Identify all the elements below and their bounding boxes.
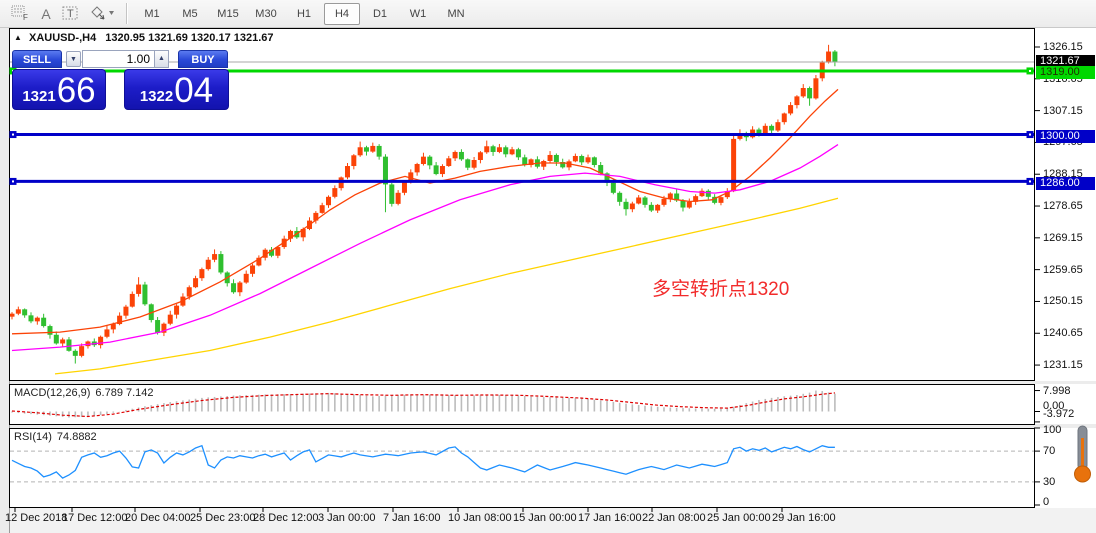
blue-level-badge-1300: 1300.00 [1036,130,1095,143]
time-axis-label: 10 Jan 08:00 [448,512,512,524]
timeframe-button-m15[interactable]: M15 [217,8,239,20]
time-axis-label: 25 Jan 00:00 [707,512,771,524]
macd-values: 6.789 7.142 [95,387,154,399]
macd-label: MACD(12,26,9) [14,387,91,399]
timeframe-button-w1[interactable]: W1 [409,8,427,20]
time-axis-label: 29 Jan 16:00 [772,512,836,524]
time-axis-label: 20 Dec 04:00 [125,512,191,524]
ma-fast-line[interactable] [11,88,839,335]
timeframe-button-d1[interactable]: D1 [372,8,388,20]
rsi-value: 74.8882 [56,431,97,443]
macd-histogram [11,390,836,418]
sell-price-small: 1321 [22,88,56,105]
price-axis-label: 1278.65 [1043,200,1083,212]
price-axis-label: 1231.15 [1043,359,1083,371]
price-axis-label: 1326.15 [1043,41,1083,53]
time-axis-label: 15 Jan 00:00 [513,512,577,524]
buy-price-panel[interactable]: 1322 04 [124,69,229,110]
chart-annotation-text: 多空转折点1320 [652,279,790,300]
time-axis-label: 7 Jan 16:00 [383,512,441,524]
thermometer-icon[interactable] [1068,424,1096,486]
ma-slow-line[interactable] [54,197,839,375]
rsi-panel-frame [9,428,1035,508]
svg-text:F: F [23,13,28,21]
time-axis-label: 25 Dec 23:00 [190,512,256,524]
shapes-icon[interactable] [86,4,118,25]
time-axis-label: 17 Dec 12:00 [62,512,128,524]
macd-axis-label: 0.00 [1043,400,1065,412]
timeframe-button-h4[interactable]: H4 [324,3,360,25]
timeframe-button-h1[interactable]: H1 [296,8,312,20]
shapes-dropdown-caret [109,11,114,15]
price-axis-label: 1269.15 [1043,232,1083,244]
sell-price-panel[interactable]: 1321 66 [12,69,106,110]
panel-splitter-rsi[interactable] [0,424,1096,428]
price-axis-label: 1307.15 [1043,105,1083,117]
price-axis-label: 1250.15 [1043,295,1083,307]
chart-grid-f-icon[interactable]: F [8,4,32,25]
ohlc-values: 1320.95 1321.69 1320.17 1321.67 [105,32,274,44]
price-axis-label: 1259.65 [1043,264,1083,276]
symbol-label: XAUUSD-,H4 [28,32,97,44]
chart-symbol-header: ▲ XAUUSD-,H4 1320.95 1321.69 1320.17 132… [14,32,274,44]
toolbar: F A T M1 M5 M15 M30 H1 H4 D1 W1 MN [0,0,1096,28]
toolbar-separator [126,3,128,24]
time-axis-label: 22 Jan 08:00 [642,512,706,524]
time-axis-label: 17 Jan 16:00 [578,512,642,524]
timeframe-button-m30[interactable]: M30 [255,8,277,20]
text-label-icon[interactable]: T [58,4,82,25]
time-axis-label: 28 Dec 12:00 [253,512,319,524]
macd-panel-label: MACD(12,26,9) 6.789 7.142 [14,387,154,399]
blue-level-badge-1286: 1286.00 [1036,177,1095,190]
collapse-triangle-icon[interactable]: ▲ [14,33,22,42]
price-axis-label: 1240.65 [1043,327,1083,339]
rsi-axis-label: 70 [1043,445,1056,457]
volume-increase-button[interactable]: ▲ [154,50,169,68]
macd-axis-label: 7.998 [1043,385,1071,397]
rsi-axis-label: 30 [1043,476,1056,488]
sell-price-big: 66 [56,71,96,110]
timeframe-button-m5[interactable]: M5 [182,8,198,20]
text-a-icon[interactable]: A [41,6,51,22]
macd-axis-label: -3.972 [1043,408,1075,420]
current-price-badge: 1321.67 [1036,55,1095,68]
rsi-line [11,444,835,479]
time-axis-label: 3 Jan 00:00 [318,512,376,524]
rsi-label: RSI(14) [14,431,52,443]
timeframe-bar: M1 M5 M15 M30 H1 H4 D1 W1 MN [134,3,474,25]
volume-input[interactable] [82,50,154,68]
macd-signal-line [11,392,835,418]
panel-splitter-macd[interactable] [0,381,1096,384]
buy-button[interactable]: BUY [178,50,228,68]
rsi-axis-label: 0 [1043,496,1050,508]
volume-dropdown-button[interactable]: ▼ [66,51,81,67]
timeframe-button-mn[interactable]: MN [447,8,465,20]
time-axis-label: 12 Dec 2018 [5,512,68,524]
timeframe-button-m1[interactable]: M1 [144,8,160,20]
buy-price-big: 04 [174,71,214,110]
rsi-panel-label: RSI(14) 74.8882 [14,431,97,443]
rsi-axis-label: 100 [1043,424,1062,436]
sell-button[interactable]: SELL [12,50,62,68]
green-level-badge: 1319.00 [1036,66,1095,79]
svg-text:T: T [67,8,74,20]
macd-panel-frame [9,384,1035,425]
one-click-trading-widget: SELL ▼ ▲ BUY 1321 66 1322 04 [12,50,229,110]
time-axis-strip[interactable] [0,508,1096,533]
buy-price-small: 1322 [139,88,174,105]
